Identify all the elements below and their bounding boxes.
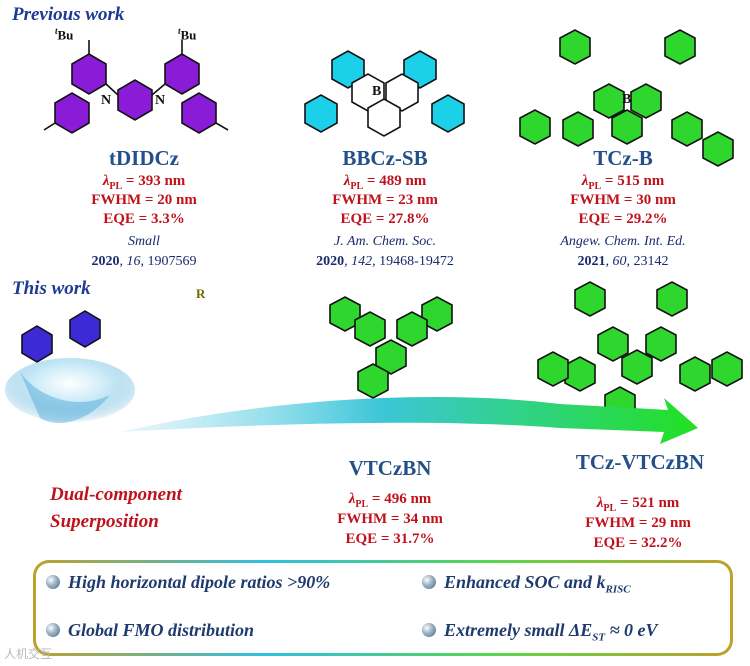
- tcz-vtczbn-structure: [537, 281, 743, 422]
- fwhm-vtczbn: FWHM = 34 nm: [337, 511, 443, 527]
- citation-tdidcz: 2020, 16, 1907569: [91, 254, 197, 269]
- water-splash: [5, 358, 135, 422]
- compound-name-bbcz-sb: BBCz-SB: [342, 146, 428, 170]
- svg-text:N: N: [155, 93, 165, 108]
- dual-component-label: Dual-component: [50, 484, 182, 505]
- bullet-icon: [422, 574, 436, 589]
- progress-arrow: [120, 396, 698, 444]
- feature-delta-est: Extremely small ΔEST ≈ 0 eV: [422, 620, 658, 644]
- fwhm-tcz-vtczbn: FWHM = 29 nm: [585, 515, 691, 531]
- fwhm-tcz-b: FWHM = 30 nm: [570, 192, 676, 208]
- tcz-b-structure: [519, 29, 734, 167]
- compound-name-tdidcz: tDIDCz: [109, 146, 179, 170]
- citation-tcz-b: 2021, 60, 23142: [577, 254, 669, 269]
- fwhm-tdidcz: FWHM = 20 nm: [91, 192, 197, 208]
- molecular-structures-figure: N N: [5, 29, 743, 444]
- tbu-label-2: tBu: [178, 26, 197, 43]
- compound-name-tcz-b: TCz-B: [593, 146, 653, 170]
- bullet-icon: [422, 622, 436, 637]
- lambda-tdidcz: λPL = 393 nm: [102, 173, 186, 192]
- fwhm-bbcz-sb: FWHM = 23 nm: [332, 192, 438, 208]
- citation-bbcz-sb: 2020, 142, 19468-19472: [316, 254, 454, 269]
- lambda-tcz-vtczbn: λPL = 521 nm: [596, 495, 680, 514]
- feature-dipole: High horizontal dipole ratios >90%: [46, 572, 330, 593]
- carbazole-structure: [21, 310, 101, 363]
- boron-label-1: B: [372, 84, 382, 99]
- bullet-icon: [46, 622, 60, 637]
- tbu-label-1: tBu: [55, 26, 74, 43]
- boron-label-2: B: [622, 92, 632, 107]
- this-work-heading: This work: [12, 278, 91, 299]
- compound-name-vtczbn: VTCzBN: [348, 456, 432, 480]
- eqe-bbcz-sb: EQE = 27.8%: [340, 211, 430, 227]
- lambda-bbcz-sb: λPL = 489 nm: [343, 173, 427, 192]
- vtczbn-structure: [329, 296, 453, 399]
- tdidcz-structure: [54, 53, 217, 134]
- svg-text:N: N: [101, 93, 111, 108]
- feature-soc: Enhanced SOC and kRISC: [422, 572, 631, 596]
- superposition-label: Superposition: [50, 511, 159, 532]
- compound-name-tcz-vtczbn: TCz-VTCzBN: [575, 450, 705, 474]
- previous-work-heading: Previous work: [12, 4, 125, 25]
- journal-tdidcz: Small: [128, 234, 160, 249]
- lambda-vtczbn: λPL = 496 nm: [348, 491, 432, 510]
- journal-bbcz-sb: J. Am. Chem. Soc.: [334, 234, 436, 249]
- lambda-tcz-b: λPL = 515 nm: [581, 173, 665, 192]
- features-box: [33, 560, 733, 656]
- bullet-icon: [46, 574, 60, 589]
- eqe-vtczbn: EQE = 31.7%: [345, 531, 435, 547]
- eqe-tdidcz: EQE = 3.3%: [103, 211, 185, 227]
- journal-tcz-b: Angew. Chem. Int. Ed.: [560, 234, 686, 249]
- eqe-tcz-vtczbn: EQE = 32.2%: [593, 535, 683, 551]
- watermark: 人机交互: [4, 647, 53, 661]
- feature-fmo: Global FMO distribution: [46, 620, 254, 641]
- r-label: R: [196, 286, 206, 301]
- bbcz-sb-structure: [304, 50, 465, 133]
- eqe-tcz-b: EQE = 29.2%: [578, 211, 668, 227]
